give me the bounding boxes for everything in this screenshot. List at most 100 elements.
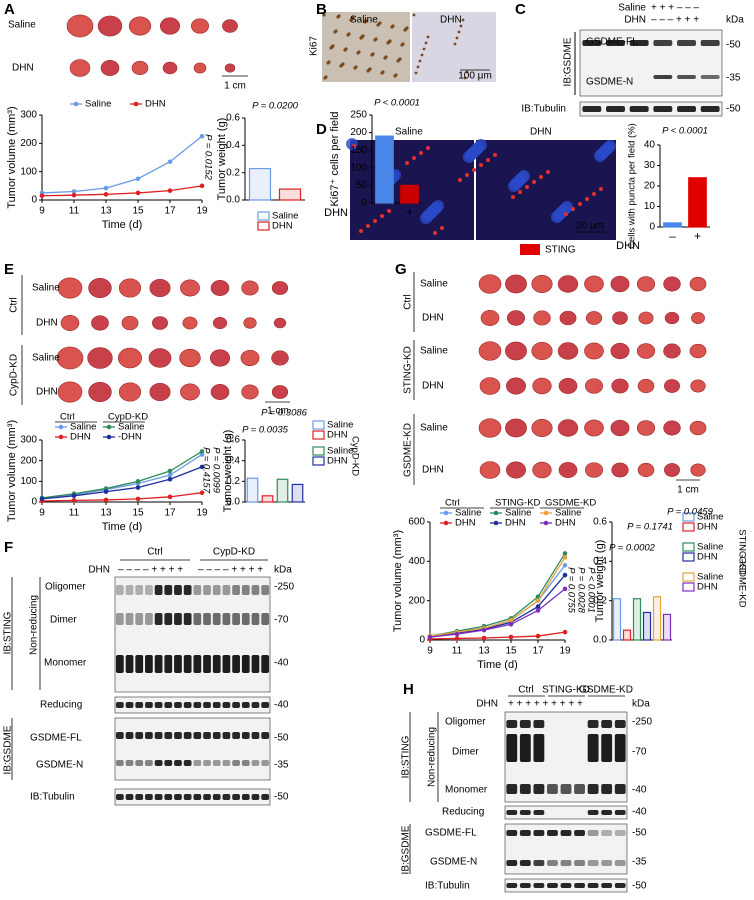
band bbox=[261, 702, 270, 708]
label: Saline bbox=[8, 20, 36, 31]
x-tick-label: + bbox=[694, 229, 701, 243]
nucleus bbox=[364, 19, 368, 23]
legend-label: DHN bbox=[697, 552, 718, 563]
point bbox=[199, 449, 205, 454]
band bbox=[519, 720, 531, 728]
puncta bbox=[412, 156, 416, 160]
band bbox=[560, 784, 572, 794]
band bbox=[145, 760, 153, 766]
band bbox=[212, 794, 221, 800]
legend-swatch bbox=[682, 522, 695, 532]
point bbox=[167, 476, 173, 482]
y-tick-label: 250 bbox=[350, 110, 367, 121]
panel-label: A bbox=[4, 1, 15, 18]
tumor bbox=[531, 274, 553, 294]
point bbox=[103, 185, 109, 191]
band bbox=[212, 732, 221, 739]
label: Ctrl bbox=[403, 294, 414, 310]
series-line bbox=[41, 492, 203, 502]
tumor bbox=[210, 280, 230, 296]
band bbox=[629, 40, 649, 46]
legend-label: Saline bbox=[118, 422, 144, 433]
puncta bbox=[387, 209, 391, 213]
annotation: P < 0.0001 bbox=[662, 126, 708, 137]
band bbox=[251, 613, 260, 625]
x-tick-label: 9 bbox=[39, 206, 45, 217]
y-axis-label: Tumor weight (g) bbox=[222, 430, 234, 513]
point bbox=[562, 572, 568, 578]
label: -70 bbox=[632, 747, 647, 758]
tumor bbox=[505, 341, 527, 361]
point bbox=[103, 192, 109, 197]
nucleus bbox=[341, 62, 345, 66]
band bbox=[135, 585, 144, 595]
band bbox=[547, 830, 558, 836]
band bbox=[174, 794, 182, 800]
nucleus bbox=[381, 70, 385, 74]
label: STING-KD bbox=[403, 346, 414, 394]
y-tick-label: 10 bbox=[644, 201, 656, 212]
annotation: P = 0.0002 bbox=[609, 543, 656, 554]
label: IB:STING bbox=[3, 611, 14, 654]
y-tick-label: 300 bbox=[20, 435, 37, 446]
band bbox=[677, 75, 696, 79]
band bbox=[222, 760, 231, 766]
band bbox=[183, 585, 192, 595]
y-axis-label: Ki67⁺ cells per field bbox=[329, 111, 341, 206]
band bbox=[533, 734, 545, 762]
tumor bbox=[69, 59, 91, 77]
band bbox=[174, 732, 182, 739]
legend-label: DHN bbox=[697, 522, 718, 533]
legend-label: Saline bbox=[327, 446, 353, 457]
point bbox=[562, 562, 568, 568]
tumor bbox=[182, 316, 198, 330]
x-tick-label: 9 bbox=[427, 646, 433, 657]
series-line bbox=[429, 588, 566, 638]
annotation: P = 0.1741 bbox=[627, 522, 673, 533]
label: Ki67 bbox=[309, 36, 320, 56]
band bbox=[164, 794, 173, 800]
band bbox=[547, 784, 558, 794]
point bbox=[71, 493, 77, 499]
tumor bbox=[506, 461, 526, 479]
band bbox=[251, 760, 260, 766]
tumor bbox=[611, 462, 629, 478]
band bbox=[241, 760, 250, 766]
legend-swatch bbox=[312, 430, 325, 440]
annotation: P = 0.0028 bbox=[575, 567, 586, 614]
label: Non-reducing bbox=[427, 727, 438, 787]
bar bbox=[622, 629, 632, 641]
point bbox=[535, 608, 541, 613]
label: IB:Tubulin bbox=[425, 881, 470, 892]
tumor bbox=[585, 462, 603, 478]
point bbox=[103, 489, 109, 494]
band bbox=[251, 655, 260, 673]
band bbox=[125, 732, 134, 739]
x-tick-label: – bbox=[669, 229, 676, 243]
blot bbox=[579, 101, 723, 117]
legend-label: DHN bbox=[455, 518, 476, 529]
band bbox=[533, 860, 545, 866]
tumor bbox=[478, 418, 502, 438]
bar bbox=[291, 483, 304, 503]
legend-marker bbox=[73, 101, 79, 107]
blot bbox=[114, 696, 271, 714]
tumor bbox=[532, 461, 552, 479]
point bbox=[39, 193, 45, 199]
legend-label: -DHN bbox=[118, 432, 142, 443]
y-tick-label: 0.4 bbox=[226, 140, 240, 151]
band bbox=[533, 830, 545, 836]
tumor bbox=[180, 383, 200, 401]
tumor bbox=[664, 463, 680, 477]
puncta bbox=[359, 229, 363, 233]
nucleus bbox=[334, 29, 338, 33]
label: Reducing bbox=[40, 700, 82, 711]
label: 20 μm bbox=[576, 221, 604, 232]
label: – – – – + + + + bbox=[118, 565, 183, 576]
band bbox=[560, 860, 572, 866]
legend-swatch bbox=[312, 420, 325, 430]
band bbox=[193, 655, 202, 673]
y-axis-label: Cells with puncta per field (%) bbox=[627, 123, 638, 249]
nucleus bbox=[465, 70, 469, 74]
tumor bbox=[689, 420, 707, 436]
